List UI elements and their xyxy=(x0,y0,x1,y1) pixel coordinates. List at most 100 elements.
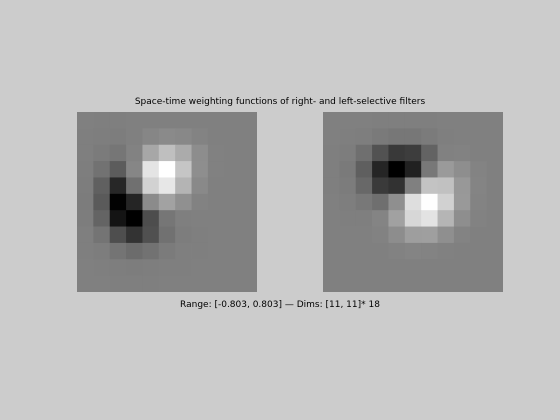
filter-pixel xyxy=(191,242,209,260)
filter-pixel xyxy=(470,177,488,195)
filter-pixel xyxy=(388,242,406,260)
filter-pixel xyxy=(175,161,192,178)
filter-pixel xyxy=(207,275,225,292)
filter-pixel xyxy=(93,144,111,162)
filter-pixel xyxy=(421,193,438,211)
filter-pixel xyxy=(191,128,209,146)
filter-pixel xyxy=(486,242,503,260)
filter-pixel xyxy=(453,210,471,227)
filter-pixel xyxy=(191,226,209,244)
filter-pixel xyxy=(486,112,503,129)
filter-pixel xyxy=(372,161,389,178)
filter-pixel xyxy=(175,226,192,244)
filter-pixel xyxy=(207,210,225,227)
filter-pixel xyxy=(323,259,340,277)
filter-pixel xyxy=(453,242,471,260)
filter-pixel xyxy=(224,242,242,260)
filter-pixel xyxy=(93,259,111,277)
filter-pixel xyxy=(126,242,143,260)
filter-pixel xyxy=(224,128,242,146)
filter-pixel xyxy=(175,259,192,277)
filter-pixel xyxy=(224,210,242,227)
filter-pixel xyxy=(404,128,422,146)
filter-pixel xyxy=(77,128,94,146)
filter-pixel xyxy=(191,275,209,292)
filter-pixel xyxy=(339,112,357,129)
filter-pixel xyxy=(142,242,160,260)
filter-pixel xyxy=(453,275,471,292)
filter-pixel xyxy=(453,193,471,211)
filter-pixel xyxy=(453,161,471,178)
filter-pixel xyxy=(207,177,225,195)
filter-pixel xyxy=(158,275,176,292)
filter-pixel xyxy=(77,144,94,162)
filter-pixel xyxy=(388,128,406,146)
filter-pixel xyxy=(175,144,192,162)
filter-pixel xyxy=(142,259,160,277)
filter-pixel xyxy=(404,161,422,178)
filter-pixel xyxy=(421,210,438,227)
filter-pixel xyxy=(191,144,209,162)
filter-pixel xyxy=(372,177,389,195)
filter-pixel xyxy=(486,193,503,211)
filter-pixel xyxy=(453,259,471,277)
filter-pixel xyxy=(323,275,340,292)
filter-pixel xyxy=(486,177,503,195)
filter-pixel xyxy=(142,275,160,292)
filter-pixel xyxy=(323,242,340,260)
filter-pixel xyxy=(323,161,340,178)
filter-pixel xyxy=(142,193,160,211)
filter-pixel xyxy=(388,275,406,292)
filter-pixel xyxy=(93,226,111,244)
filter-pixel xyxy=(404,144,422,162)
filter-pixel xyxy=(191,259,209,277)
filter-pixel xyxy=(339,177,357,195)
filter-pixel xyxy=(240,193,257,211)
filter-pixel xyxy=(126,226,143,244)
filter-pixel xyxy=(404,259,422,277)
filter-pixel xyxy=(175,112,192,129)
filter-pixel xyxy=(240,210,257,227)
filter-pixel xyxy=(339,128,357,146)
filter-pixel xyxy=(453,226,471,244)
filter-pixel xyxy=(191,112,209,129)
left-selective-filter-grid xyxy=(323,112,503,292)
filter-pixel xyxy=(453,177,471,195)
filter-pixel xyxy=(323,193,340,211)
filter-pixel xyxy=(437,128,455,146)
right-selective-filter-grid xyxy=(77,112,257,292)
filter-pixel xyxy=(388,144,406,162)
filter-pixel xyxy=(191,193,209,211)
filter-pixel xyxy=(109,193,127,211)
filter-pixel xyxy=(437,161,455,178)
filter-pixel xyxy=(421,161,438,178)
filter-pixel xyxy=(77,193,94,211)
filter-pixel xyxy=(453,128,471,146)
filter-pixel xyxy=(109,112,127,129)
filter-pixel xyxy=(93,161,111,178)
filter-pixel xyxy=(109,210,127,227)
filter-pixel xyxy=(421,242,438,260)
filter-pixel xyxy=(355,112,373,129)
filter-pixel xyxy=(77,259,94,277)
filter-pixel xyxy=(372,210,389,227)
filter-pixel xyxy=(323,144,340,162)
filter-pixel xyxy=(109,226,127,244)
filter-pixel xyxy=(224,259,242,277)
filter-pixel xyxy=(355,210,373,227)
filter-pixel xyxy=(339,242,357,260)
filter-pixel xyxy=(77,112,94,129)
right-selective-filter-image xyxy=(77,112,257,292)
filter-pixel xyxy=(158,161,176,178)
filter-pixel xyxy=(240,161,257,178)
filter-pixel xyxy=(224,226,242,244)
filter-pixel xyxy=(421,144,438,162)
filter-pixel xyxy=(404,112,422,129)
filter-pixel xyxy=(437,259,455,277)
filter-pixel xyxy=(470,259,488,277)
filter-pixel xyxy=(207,259,225,277)
filter-pixel xyxy=(77,210,94,227)
filter-pixel xyxy=(355,128,373,146)
filter-pixel xyxy=(437,242,455,260)
filter-pixel xyxy=(77,275,94,292)
